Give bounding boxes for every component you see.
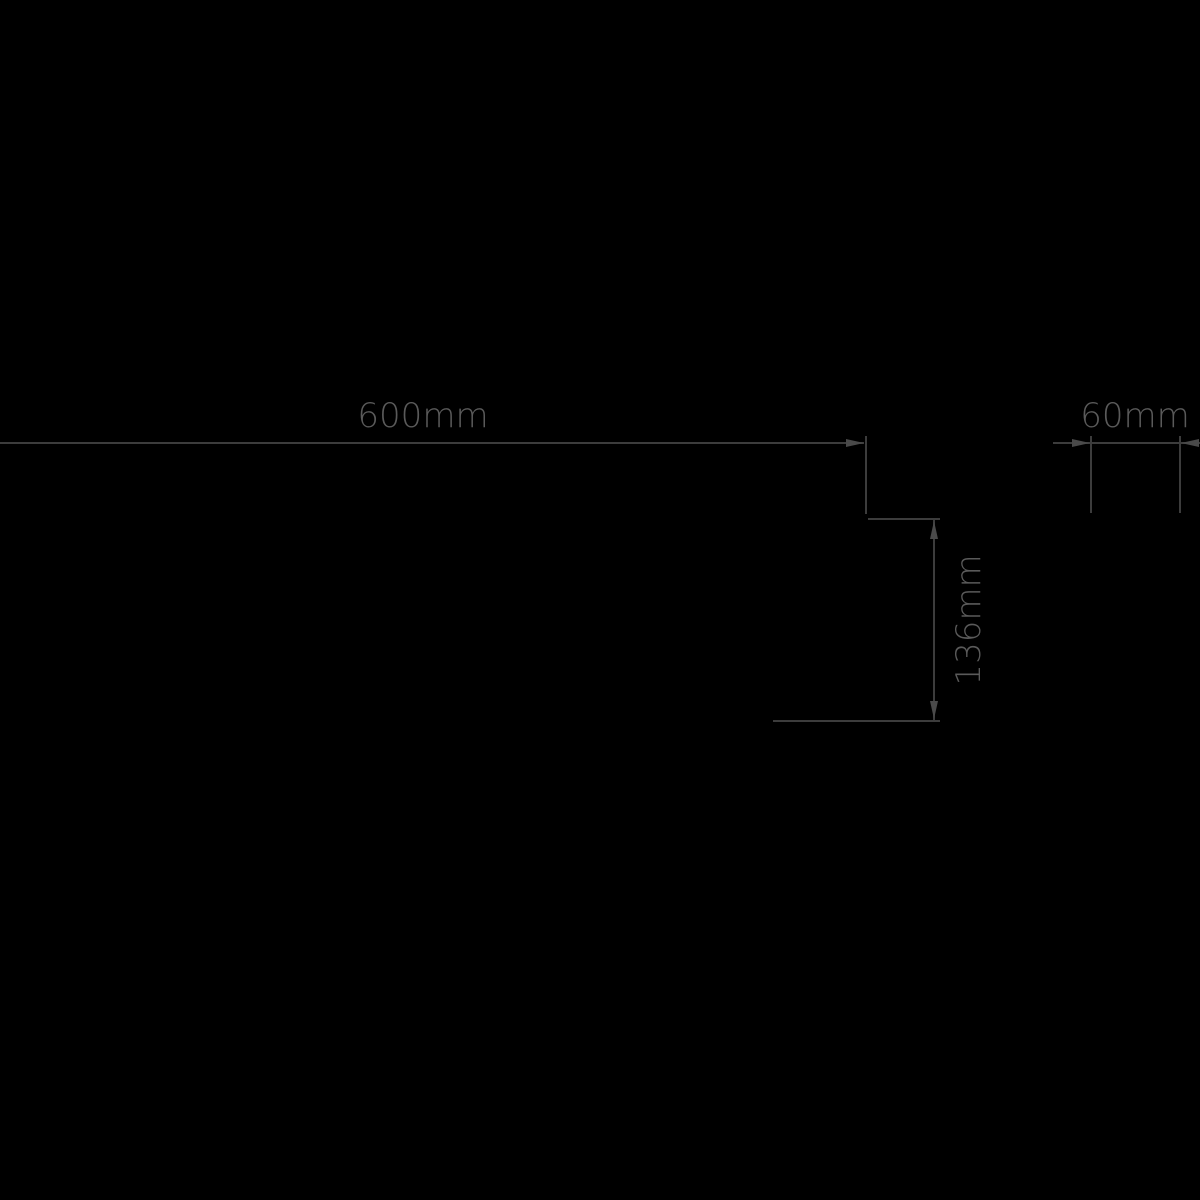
depth-arrow-right-icon	[1181, 439, 1199, 447]
depth-dimension: 60mm	[1053, 396, 1200, 513]
height-arrow-top-icon	[930, 521, 938, 539]
depth-arrow-left-icon	[1072, 439, 1090, 447]
depth-label: 60mm	[1080, 396, 1190, 436]
width-arrow-icon	[846, 439, 864, 447]
height-arrow-bottom-icon	[930, 701, 938, 719]
height-dimension: 136mm	[773, 518, 989, 722]
width-dimension: 600mm	[0, 396, 867, 514]
width-label: 600mm	[357, 396, 488, 436]
height-label: 136mm	[949, 554, 989, 685]
